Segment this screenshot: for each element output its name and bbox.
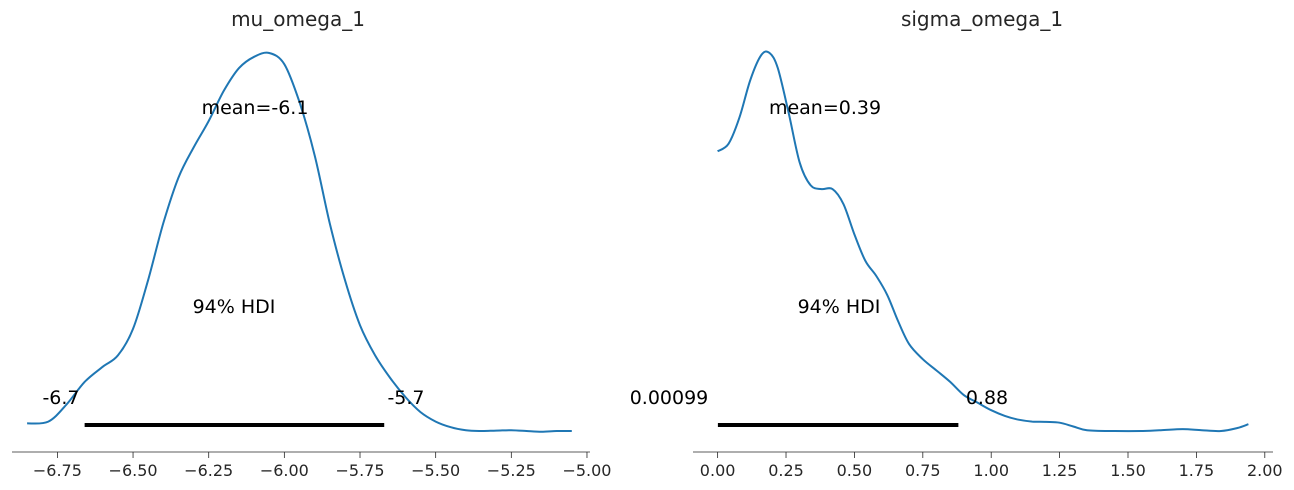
hdi-label: 94% HDI: [193, 296, 276, 318]
panel-title: sigma_omega_1: [901, 7, 1063, 31]
hdi-low-label: 0.00099: [630, 387, 709, 409]
x-axis-ticks: 0.00 0.25 0.50 0.75 1.00 1.25 1.50 1.75 2.00: [700, 452, 1283, 480]
x-tick-label: −6.50: [109, 461, 158, 480]
x-tick-label: −5.00: [562, 461, 611, 480]
x-tick-label: 1.25: [1042, 461, 1078, 480]
x-tick-label: 0.00: [700, 461, 736, 480]
x-tick-label: −5.75: [335, 461, 384, 480]
x-tick-label: 1.75: [1179, 461, 1215, 480]
x-tick-label: 0.50: [837, 461, 873, 480]
x-tick-label: 0.75: [905, 461, 941, 480]
x-tick-label: 1.50: [1110, 461, 1146, 480]
hdi-low-label: -6.7: [42, 387, 79, 409]
hdi-high-label: 0.88: [966, 387, 1008, 409]
panel-mu-omega-1: mu_omega_1 −6.75 −6.50 −6.25 −6.00 −5.75 −5.5…: [12, 7, 611, 480]
x-tick-label: 2.00: [1247, 461, 1283, 480]
x-tick-label: −5.25: [487, 461, 536, 480]
x-tick-label: −6.25: [184, 461, 233, 480]
hdi-label: 94% HDI: [798, 296, 881, 318]
x-axis-ticks: −6.75 −6.50 −6.25 −6.00 −5.75 −5.50 −5.25 −5.00: [33, 452, 611, 480]
mean-label: mean=0.39: [769, 97, 881, 119]
panel-title: mu_omega_1: [231, 7, 365, 31]
x-tick-label: 0.25: [768, 461, 804, 480]
x-tick-label: −6.00: [260, 461, 309, 480]
x-tick-label: −6.75: [33, 461, 82, 480]
x-tick-label: 1.00: [973, 461, 1009, 480]
panel-sigma-omega-1: sigma_omega_1 0.00 0.25 0.50 0.75 1.00 1.25 1.…: [630, 7, 1283, 480]
hdi-high-label: -5.7: [387, 387, 424, 409]
density-curve: [717, 50, 1249, 433]
mean-label: mean=-6.1: [202, 97, 309, 119]
density-curve: [27, 51, 572, 433]
x-tick-label: −5.50: [411, 461, 460, 480]
